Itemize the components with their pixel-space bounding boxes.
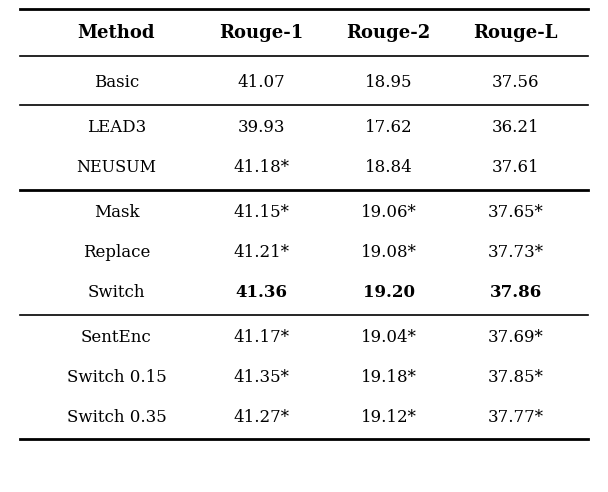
- Text: Switch 0.15: Switch 0.15: [66, 369, 166, 386]
- Text: 41.36: 41.36: [236, 284, 288, 301]
- Text: 19.04*: 19.04*: [361, 329, 416, 346]
- Text: Basic: Basic: [94, 74, 139, 91]
- Text: 41.17*: 41.17*: [233, 329, 289, 346]
- Text: Switch 0.35: Switch 0.35: [66, 409, 166, 426]
- Text: 19.18*: 19.18*: [361, 369, 416, 386]
- Text: 19.20: 19.20: [363, 284, 415, 301]
- Text: 19.08*: 19.08*: [361, 244, 416, 261]
- Text: Switch: Switch: [88, 284, 145, 301]
- Text: SentEnc: SentEnc: [81, 329, 152, 346]
- Text: 18.84: 18.84: [365, 159, 413, 176]
- Text: 37.85*: 37.85*: [488, 369, 544, 386]
- Text: Rouge-2: Rouge-2: [347, 24, 431, 42]
- Text: 18.95: 18.95: [365, 74, 412, 91]
- Text: 19.06*: 19.06*: [361, 204, 416, 221]
- Text: Method: Method: [78, 24, 155, 42]
- Text: 41.35*: 41.35*: [233, 369, 289, 386]
- Text: 41.27*: 41.27*: [233, 409, 289, 426]
- Text: 37.61: 37.61: [492, 159, 540, 176]
- Text: 37.73*: 37.73*: [488, 244, 544, 261]
- Text: NEUSUM: NEUSUM: [77, 159, 156, 176]
- Text: Mask: Mask: [94, 204, 139, 221]
- Text: 37.56: 37.56: [492, 74, 539, 91]
- Text: 37.65*: 37.65*: [488, 204, 544, 221]
- Text: 37.69*: 37.69*: [488, 329, 544, 346]
- Text: 19.12*: 19.12*: [361, 409, 416, 426]
- Text: 41.07: 41.07: [238, 74, 286, 91]
- Text: 41.15*: 41.15*: [233, 204, 289, 221]
- Text: 36.21: 36.21: [492, 119, 540, 136]
- Text: Replace: Replace: [83, 244, 150, 261]
- Text: 39.93: 39.93: [238, 119, 285, 136]
- Text: LEAD3: LEAD3: [87, 119, 146, 136]
- Text: 37.77*: 37.77*: [488, 409, 544, 426]
- Text: 17.62: 17.62: [365, 119, 413, 136]
- Text: Rouge-L: Rouge-L: [474, 24, 558, 42]
- Text: Rouge-1: Rouge-1: [219, 24, 304, 42]
- Text: 41.21*: 41.21*: [233, 244, 289, 261]
- Text: 37.86: 37.86: [489, 284, 542, 301]
- Text: 41.18*: 41.18*: [233, 159, 289, 176]
